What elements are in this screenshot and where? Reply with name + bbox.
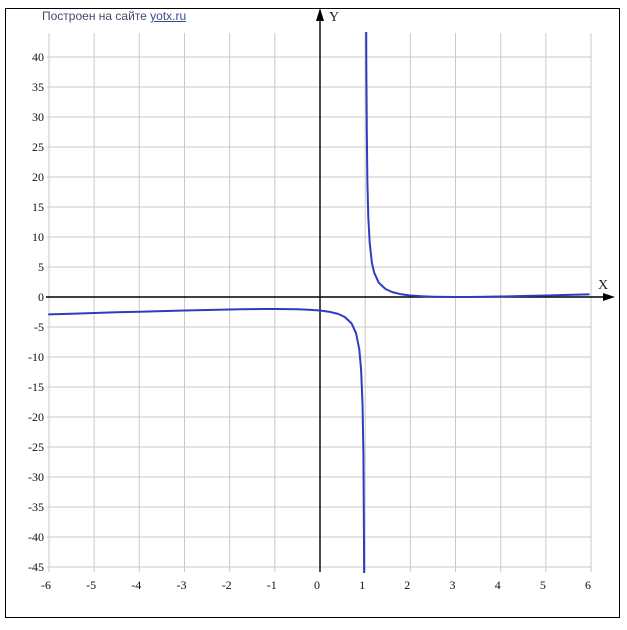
x-tick-label: 0 [314, 578, 320, 592]
x-tick-label: -2 [222, 578, 232, 592]
plot-title: Построен на сайте yotx.ru [42, 9, 186, 23]
title-text: Построен на сайте [42, 9, 147, 23]
y-axis-arrow-icon [316, 8, 324, 21]
y-tick-label: -20 [28, 410, 44, 424]
y-tick-label: 35 [32, 80, 44, 94]
y-tick-label: -45 [28, 560, 44, 574]
x-axis-label: X [598, 278, 608, 293]
yotx-link[interactable]: yotx.ru [150, 9, 187, 23]
y-tick-label: 30 [32, 110, 44, 124]
x-axis-arrow-icon [603, 293, 615, 301]
curve-right-branch [365, 32, 590, 298]
y-tick-label: -5 [34, 320, 44, 334]
y-tick-label: -10 [28, 350, 44, 364]
y-tick-label: 20 [32, 170, 44, 184]
curve-left-branch [48, 308, 366, 573]
x-tick-label: -5 [86, 578, 96, 592]
grid [47, 33, 592, 572]
y-tick-label: 10 [32, 230, 44, 244]
y-tick-label: -35 [28, 500, 44, 514]
y-tick-label: -30 [28, 470, 44, 484]
y-tick-label: 40 [32, 50, 44, 64]
y-axis-label: Y [329, 10, 339, 25]
x-tick-label: 1 [359, 578, 365, 592]
y-tick-label: -15 [28, 380, 44, 394]
y-tick-label: -40 [28, 530, 44, 544]
y-tick-label: 25 [32, 140, 44, 154]
curve-group [48, 32, 590, 573]
x-tick-label: 5 [540, 578, 546, 592]
y-tick-label: -25 [28, 440, 44, 454]
y-tick-label: 15 [32, 200, 44, 214]
x-tick-label: 3 [450, 578, 456, 592]
x-tick-label: -3 [177, 578, 187, 592]
x-tick-label: 4 [495, 578, 501, 592]
x-tick-label: 2 [404, 578, 410, 592]
x-tick-label: -6 [41, 578, 51, 592]
y-tick-label: 0 [38, 290, 44, 304]
x-tick-label: -4 [131, 578, 141, 592]
y-tick-label: 5 [38, 260, 44, 274]
x-tick-label: 6 [585, 578, 591, 592]
x-tick-labels: -6 -5 -4 -3 -2 -1 0 1 2 3 4 5 6 [41, 578, 591, 592]
y-tick-labels: 40 35 30 25 20 15 10 5 0 -5 -10 -15 -20 -25 -30 -35 -40 -… [28, 50, 44, 574]
x-tick-label: -1 [267, 578, 277, 592]
